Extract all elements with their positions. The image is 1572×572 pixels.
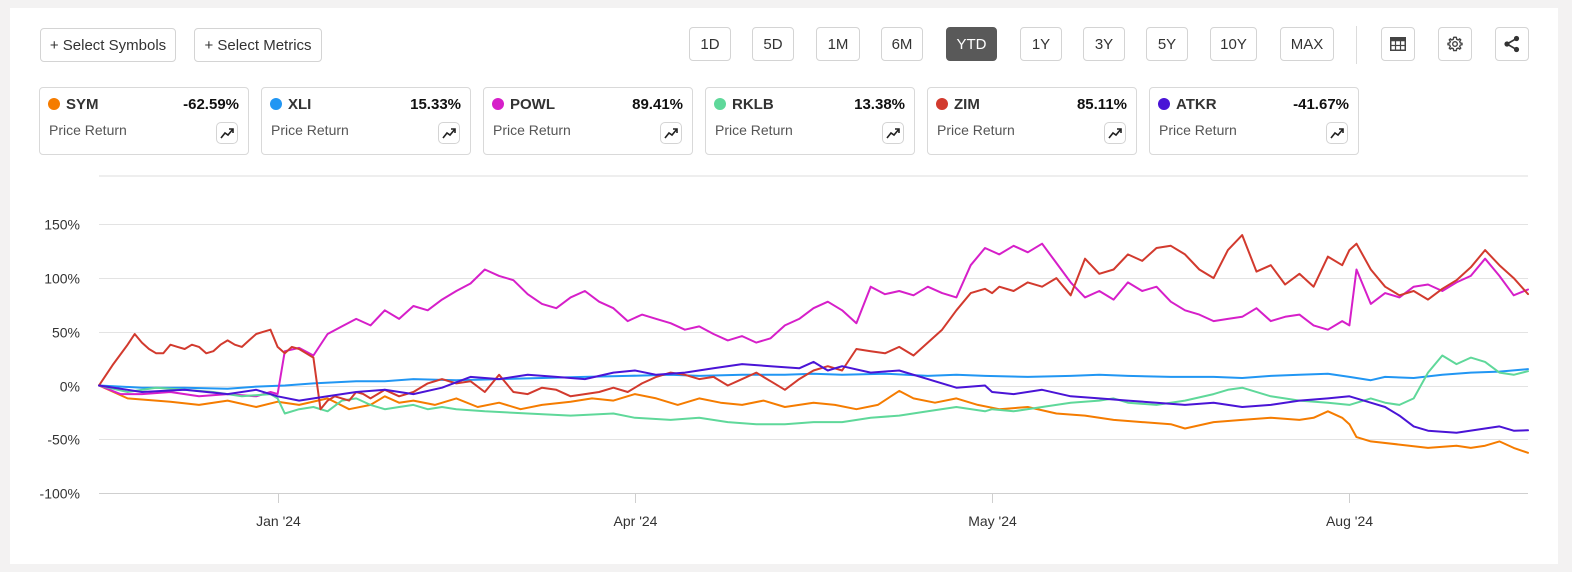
series-line-zim: [98, 234, 1529, 411]
x-tick-label: Aug '24: [1326, 513, 1373, 529]
series-line-xli: [98, 368, 1529, 390]
card-symbol: XLI: [288, 96, 312, 113]
card-symbol: SYM: [66, 96, 99, 113]
x-tick-label: May '24: [968, 513, 1017, 529]
chart-type-button[interactable]: [216, 122, 238, 144]
symbol-card-powl[interactable]: POWL 89.41% Price Return: [483, 87, 693, 155]
y-tick-label: -50%: [47, 432, 80, 448]
range-10y-button[interactable]: 10Y: [1210, 27, 1257, 61]
series-color-dot: [714, 98, 726, 110]
trend-up-icon: [1108, 128, 1122, 139]
card-value: -41.67%: [1293, 96, 1349, 113]
chart-type-button[interactable]: [1104, 122, 1126, 144]
range-max-button[interactable]: MAX: [1280, 27, 1334, 61]
gear-icon: [1447, 36, 1463, 52]
chart-type-button[interactable]: [438, 122, 460, 144]
card-value: 13.38%: [854, 96, 905, 113]
share-icon: [1504, 35, 1520, 53]
series-line-sym: [98, 384, 1529, 454]
card-value: 89.41%: [632, 96, 683, 113]
y-tick-label: 50%: [52, 325, 80, 341]
chart-type-button[interactable]: [1326, 122, 1348, 144]
card-metric: Price Return: [271, 122, 349, 138]
range-5y-button[interactable]: 5Y: [1146, 27, 1188, 61]
toolbar-divider: [1356, 26, 1357, 64]
symbol-card-xli[interactable]: XLI 15.33% Price Return: [261, 87, 471, 155]
card-symbol: POWL: [510, 96, 555, 113]
trend-up-icon: [442, 128, 456, 139]
series-line-powl: [98, 242, 1529, 398]
symbol-card-atkr[interactable]: ATKR -41.67% Price Return: [1149, 87, 1359, 155]
trend-up-icon: [886, 128, 900, 139]
range-ytd-button[interactable]: YTD: [946, 27, 997, 61]
card-value: -62.59%: [183, 96, 239, 113]
series-color-dot: [48, 98, 60, 110]
card-symbol: RKLB: [732, 96, 774, 113]
select-symbols-button[interactable]: + Select Symbols: [40, 28, 176, 62]
select-metrics-button[interactable]: + Select Metrics: [194, 28, 322, 62]
trend-up-icon: [664, 128, 678, 139]
range-5d-button[interactable]: 5D: [752, 27, 794, 61]
card-symbol: ZIM: [954, 96, 980, 113]
range-3y-button[interactable]: 3Y: [1083, 27, 1125, 61]
range-1d-button[interactable]: 1D: [689, 27, 731, 61]
card-value: 85.11%: [1076, 96, 1127, 113]
series-color-dot: [1158, 98, 1170, 110]
series-line-atkr: [98, 360, 1529, 434]
table-view-button[interactable]: [1381, 27, 1415, 61]
range-1y-button[interactable]: 1Y: [1020, 27, 1062, 61]
symbol-card-zim[interactable]: ZIM 85.11% Price Return: [927, 87, 1137, 155]
share-button[interactable]: [1495, 27, 1529, 61]
card-metric: Price Return: [1159, 122, 1237, 138]
chart-type-button[interactable]: [660, 122, 682, 144]
y-tick-label: 150%: [44, 217, 80, 233]
series-color-dot: [492, 98, 504, 110]
range-6m-button[interactable]: 6M: [881, 27, 923, 61]
series-line-rklb: [98, 354, 1529, 426]
range-1m-button[interactable]: 1M: [816, 27, 860, 61]
chart-type-button[interactable]: [882, 122, 904, 144]
symbol-card-sym[interactable]: SYM -62.59% Price Return: [39, 87, 249, 155]
symbol-card-rklb[interactable]: RKLB 13.38% Price Return: [705, 87, 915, 155]
series-color-dot: [936, 98, 948, 110]
trend-up-icon: [220, 128, 234, 139]
settings-button[interactable]: [1438, 27, 1472, 61]
card-metric: Price Return: [715, 122, 793, 138]
series-color-dot: [270, 98, 282, 110]
card-value: 15.33%: [410, 96, 461, 113]
x-tick-label: Jan '24: [256, 513, 301, 529]
y-tick-label: -100%: [40, 486, 80, 502]
card-metric: Price Return: [49, 122, 127, 138]
card-metric: Price Return: [493, 122, 571, 138]
card-metric: Price Return: [937, 122, 1015, 138]
card-symbol: ATKR: [1176, 96, 1217, 113]
x-tick-label: Apr '24: [614, 513, 658, 529]
y-tick-label: 100%: [44, 271, 80, 287]
y-tick-label: 0%: [60, 379, 80, 395]
trend-up-icon: [1330, 128, 1344, 139]
table-icon: [1390, 37, 1406, 51]
